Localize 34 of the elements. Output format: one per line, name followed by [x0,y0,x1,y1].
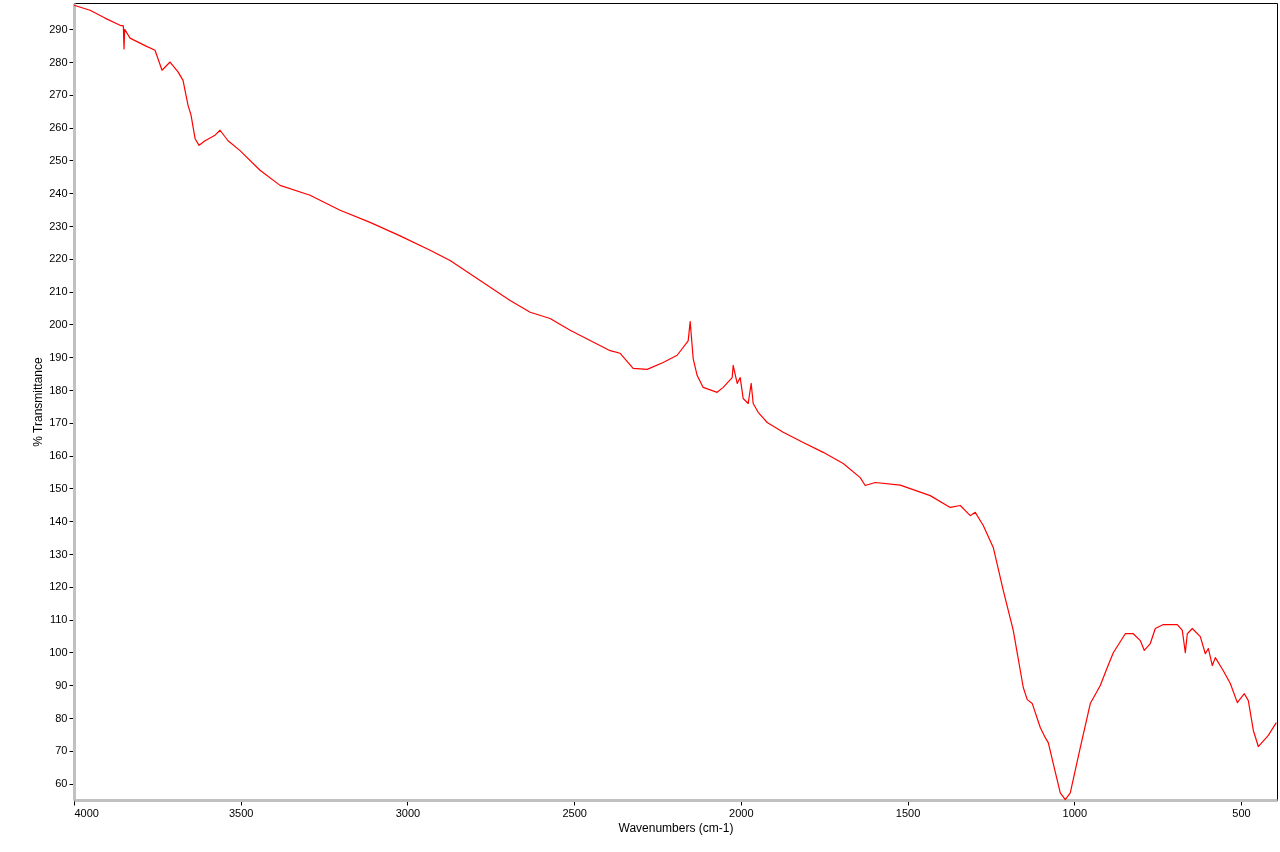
y-tick-label: 70 [55,744,68,757]
y-tick-label: 130 [49,547,68,560]
y-tick-label: 180 [49,383,68,396]
y-tick-label: 140 [49,514,68,527]
x-axis-title: Wavenumbers (cm-1) [618,820,734,835]
x-tick-label: 2500 [562,806,587,819]
y-tick-label: 210 [49,285,68,298]
x-tick-label: 3000 [395,806,421,819]
y-tick-label: 260 [49,121,68,134]
x-tick-label: 500 [1232,806,1251,819]
y-tick-label: 290 [49,22,68,35]
x-tick-label: 3500 [228,806,254,819]
y-tick-label: 190 [49,350,68,363]
y-tick-label: 120 [49,580,68,593]
y-tick-label: 90 [55,678,68,691]
y-tick-label: 60 [55,777,68,790]
y-tick-label: 280 [49,55,68,68]
x-tick-label: 2000 [729,806,754,819]
y-tick-label: 270 [49,88,68,101]
y-tick-label: 80 [55,711,68,724]
y-axis-title: % Transmittance [31,356,46,447]
y-tick-label: 220 [49,252,68,265]
y-tick-label: 230 [49,219,68,232]
x-tick-label: 4000 [74,806,99,819]
y-tick-label: 200 [49,317,68,330]
x-tick-label: 1500 [895,806,921,819]
y-tick-label: 170 [49,416,68,429]
y-tick-label: 100 [49,645,68,658]
y-tick-label: 160 [49,449,68,462]
y-tick-label: 150 [49,481,68,494]
y-tick-label: 110 [49,613,68,626]
y-tick-label: 240 [49,186,68,199]
y-tick-label: 250 [49,153,68,166]
x-tick-label: 1000 [1062,806,1088,819]
